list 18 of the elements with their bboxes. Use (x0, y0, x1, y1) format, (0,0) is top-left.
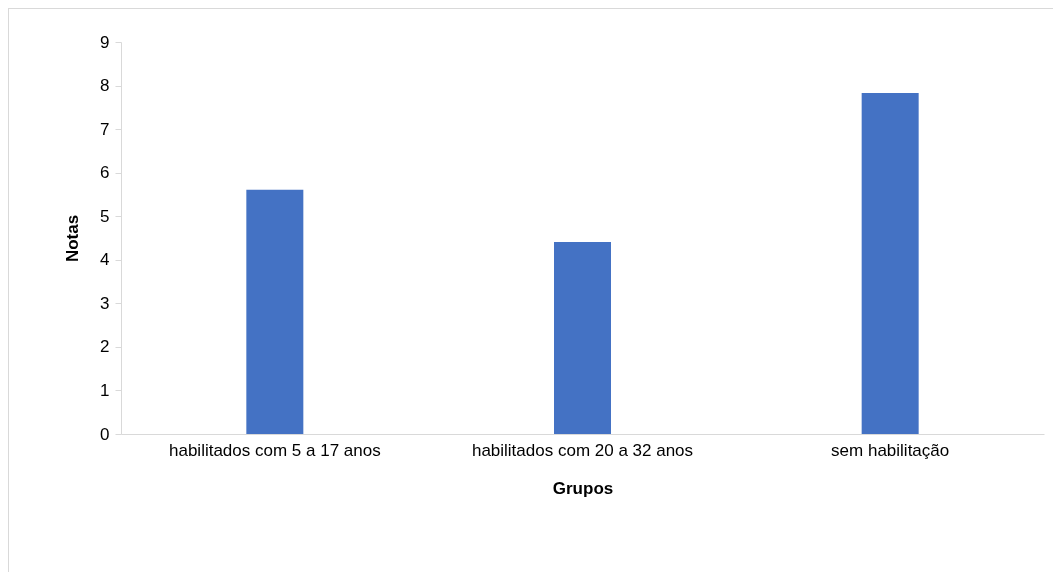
y-axis-title: Notas (63, 214, 83, 263)
y-tick-label: 2 (100, 337, 110, 357)
y-tick-label: 7 (100, 119, 110, 139)
x-tick-label: sem habilitação (831, 440, 950, 460)
x-axis-title: Grupos (552, 478, 614, 498)
y-tick-label: 9 (100, 32, 110, 52)
bar (554, 241, 611, 434)
x-tick-label: habilitados com 5 a 17 anos (168, 440, 381, 460)
bar (246, 189, 304, 434)
y-tick-label: 6 (100, 163, 110, 183)
bar (861, 92, 919, 434)
y-tick-label: 5 (100, 206, 110, 226)
y-tick-label: 8 (100, 76, 110, 96)
y-tick-label: 1 (100, 380, 110, 400)
y-tick-label: 4 (100, 250, 110, 270)
y-tick-label: 0 (100, 424, 110, 444)
y-tick-label: 3 (100, 293, 110, 313)
x-tick-label: habilitados com 20 a 32 anos (471, 440, 694, 460)
